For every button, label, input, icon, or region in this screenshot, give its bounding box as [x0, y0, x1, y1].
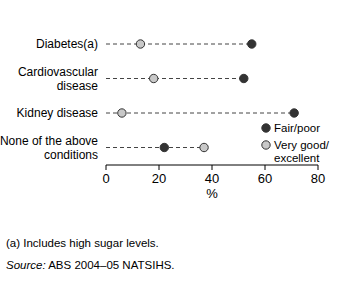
x-tick [265, 165, 266, 170]
chart: Diabetes(a) Cardiovasculardisease Kidney d… [0, 0, 339, 292]
legend-label-line: Very good/ [274, 139, 330, 151]
x-tick-label: 20 [152, 171, 166, 186]
x-tick [159, 165, 160, 170]
category-label-line: Cardiovascular [18, 65, 98, 79]
x-tick-label: 40 [205, 171, 219, 186]
dot [248, 40, 256, 48]
leader-line [106, 147, 204, 148]
legend-label: Very good/excellent [274, 139, 330, 164]
dot [240, 74, 248, 82]
x-tick [106, 165, 107, 170]
category-label-line: None of the above [0, 134, 98, 148]
legend-marker [262, 124, 270, 132]
x-tick [318, 165, 319, 170]
category-label: Cardiovasculardisease [18, 65, 98, 93]
category-label-line: Diabetes(a) [36, 37, 98, 51]
category-label: Diabetes(a) [36, 37, 98, 51]
x-tick-label: 0 [102, 171, 109, 186]
source: Source: ABS 2004–05 NATSIHS. [6, 259, 175, 271]
source-prefix: Source: [6, 259, 46, 271]
leader-line [106, 78, 244, 79]
footnote: (a) Includes high sugar levels. [6, 237, 159, 249]
category-label-line: Kidney disease [17, 106, 99, 120]
dot [118, 109, 126, 117]
x-axis-label: % [206, 186, 218, 201]
leader-line [106, 44, 252, 45]
legend-label-line: Fair/poor [274, 122, 320, 134]
dot [150, 74, 158, 82]
category-label: None of the aboveconditions [0, 134, 98, 162]
dot [160, 143, 168, 151]
dot [136, 40, 144, 48]
source-body: ABS 2004–05 NATSIHS. [46, 259, 175, 271]
dot [290, 109, 298, 117]
legend-label: Fair/poor [274, 122, 320, 134]
x-tick-label: 60 [258, 171, 272, 186]
category-label-line: disease [57, 79, 99, 93]
leader-line [106, 113, 294, 114]
x-tick-label: 80 [311, 171, 325, 186]
x-tick [212, 165, 213, 170]
category-label-line: conditions [44, 148, 98, 162]
dot [200, 143, 208, 151]
category-label: Kidney disease [17, 106, 99, 120]
legend-label-line: excellent [274, 152, 320, 164]
plot-area [106, 40, 298, 152]
legend-marker [262, 141, 270, 149]
